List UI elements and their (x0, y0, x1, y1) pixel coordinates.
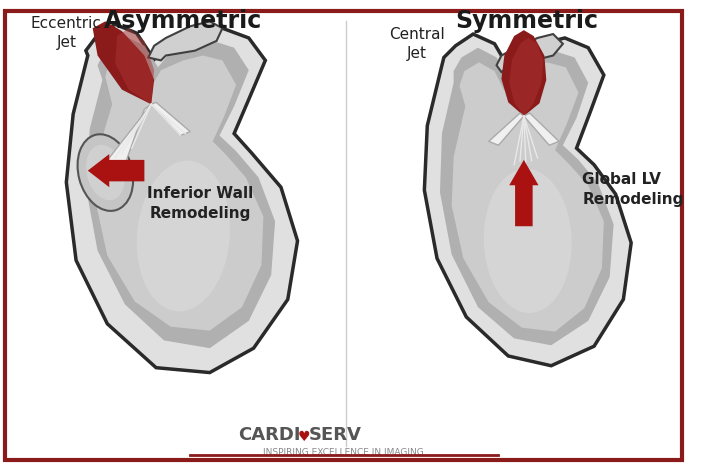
Polygon shape (106, 104, 151, 165)
Polygon shape (509, 38, 543, 116)
Ellipse shape (137, 161, 230, 311)
Text: CARDI: CARDI (238, 426, 301, 444)
Text: ♥: ♥ (298, 430, 310, 444)
Polygon shape (115, 28, 154, 104)
Polygon shape (149, 21, 222, 60)
Ellipse shape (77, 134, 133, 211)
Text: Eccentric
Jet: Eccentric Jet (31, 16, 102, 50)
Text: Asymmetric: Asymmetric (104, 8, 263, 32)
FancyArrow shape (509, 160, 539, 226)
Polygon shape (425, 34, 631, 366)
Text: SERV: SERV (308, 426, 361, 444)
Polygon shape (440, 48, 614, 345)
Polygon shape (151, 102, 190, 136)
Polygon shape (489, 113, 524, 145)
Ellipse shape (86, 145, 125, 200)
Polygon shape (66, 24, 298, 373)
Ellipse shape (484, 169, 572, 313)
Text: Inferior Wall
Remodeling: Inferior Wall Remodeling (147, 187, 253, 221)
Polygon shape (524, 113, 559, 145)
Polygon shape (96, 51, 263, 331)
Polygon shape (93, 21, 154, 104)
Polygon shape (86, 36, 275, 348)
Text: Symmetric: Symmetric (455, 8, 598, 32)
FancyArrow shape (88, 154, 144, 187)
FancyBboxPatch shape (5, 11, 682, 460)
Polygon shape (496, 34, 563, 72)
Polygon shape (452, 62, 604, 332)
Polygon shape (501, 30, 546, 116)
Text: INSPIRING EXCELLENCE IN IMAGING: INSPIRING EXCELLENCE IN IMAGING (263, 447, 424, 457)
Text: Central
Jet: Central Jet (389, 27, 444, 61)
Text: Global LV
Remodeling: Global LV Remodeling (582, 172, 684, 207)
